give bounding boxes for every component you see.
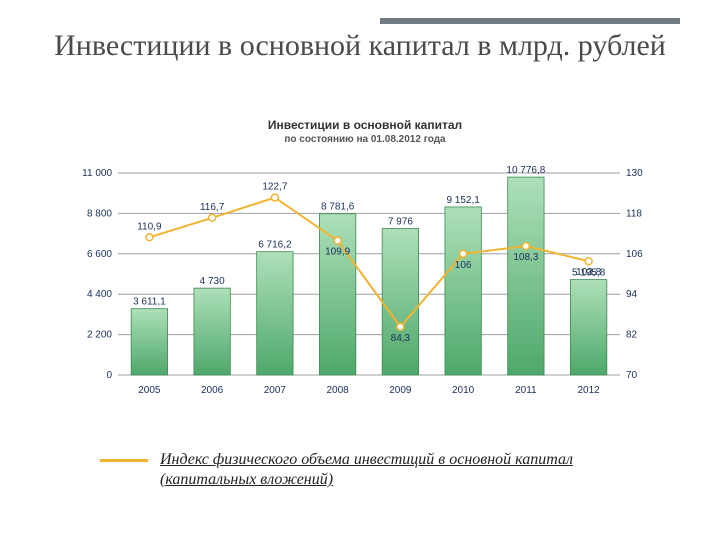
- line-value-label: 103,8: [576, 267, 601, 278]
- bar-value-label: 8 781,6: [321, 202, 355, 213]
- legend-swatch: [100, 459, 148, 462]
- category-label: 2007: [264, 385, 287, 396]
- svg-text:70: 70: [626, 370, 638, 381]
- category-label: 2010: [452, 385, 475, 396]
- chart-subtitle: по состоянию на 01.08.2012 года: [70, 134, 660, 145]
- svg-text:4 400: 4 400: [87, 289, 112, 300]
- chart-title: Инвестиции в основной капитал: [70, 118, 660, 132]
- category-label: 2006: [201, 385, 224, 396]
- bar-value-label: 4 730: [200, 276, 225, 287]
- line-marker: [271, 194, 278, 201]
- bar: [257, 252, 293, 375]
- bar-value-label: 10 776,8: [506, 165, 545, 176]
- line-value-label: 84,3: [391, 333, 411, 344]
- bar: [445, 207, 481, 375]
- bar-value-label: 6 716,2: [258, 240, 292, 251]
- category-label: 2009: [389, 385, 412, 396]
- line-marker: [209, 214, 216, 221]
- bar: [382, 229, 418, 375]
- bar: [131, 309, 167, 375]
- line-marker: [146, 234, 153, 241]
- svg-text:0: 0: [106, 370, 112, 381]
- bar-value-label: 7 976: [388, 217, 413, 228]
- svg-text:11 000: 11 000: [82, 168, 112, 179]
- line-value-label: 122,7: [262, 182, 287, 193]
- line-marker: [460, 250, 467, 257]
- svg-text:8 800: 8 800: [87, 208, 112, 219]
- svg-text:106: 106: [626, 249, 643, 260]
- svg-text:94: 94: [626, 289, 638, 300]
- svg-text:82: 82: [626, 330, 638, 341]
- header-accent-rule: [380, 18, 680, 24]
- bar-value-label: 9 152,1: [446, 195, 480, 206]
- bar-value-label: 3 611,1: [133, 297, 166, 308]
- svg-text:118: 118: [626, 208, 642, 219]
- line-marker: [334, 237, 341, 244]
- line-value-label: 108,3: [513, 252, 538, 263]
- line-value-label: 106: [455, 260, 472, 271]
- chart-container: Инвестиции в основной капитал по состоян…: [70, 118, 660, 405]
- category-label: 2008: [327, 385, 350, 396]
- line-marker: [397, 323, 404, 330]
- line-value-label: 116,7: [200, 202, 225, 213]
- svg-text:130: 130: [626, 168, 643, 179]
- svg-text:2 200: 2 200: [87, 330, 112, 341]
- combo-chart: 0 2 200 4 400 6 600 8 800 11 000 70 82 94 106 118 1…: [70, 155, 660, 405]
- line-value-label: 110,9: [137, 221, 162, 232]
- line-marker: [585, 258, 592, 265]
- svg-text:6 600: 6 600: [87, 249, 112, 260]
- bar: [508, 177, 544, 375]
- category-label: 2011: [515, 385, 537, 396]
- category-label: 2012: [578, 385, 601, 396]
- legend-label: Индекс физического объема инвестиций в о…: [160, 450, 640, 490]
- page-title: Инвестиции в основной капитал в млрд. ру…: [0, 28, 720, 64]
- line-marker: [522, 243, 529, 250]
- legend: Индекс физического объема инвестиций в о…: [100, 450, 640, 490]
- line-value-label: 109,9: [325, 247, 350, 258]
- bar: [570, 280, 606, 375]
- category-label: 2005: [138, 385, 161, 396]
- bar: [194, 288, 230, 375]
